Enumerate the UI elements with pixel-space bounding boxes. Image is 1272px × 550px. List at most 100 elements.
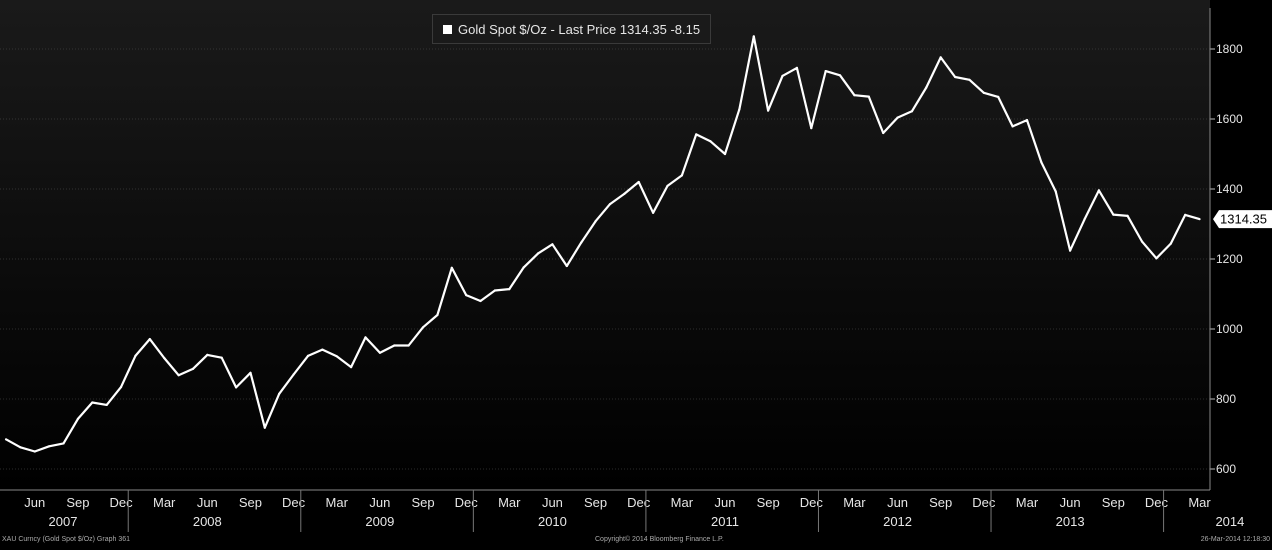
price-point bbox=[551, 243, 554, 246]
price-point bbox=[263, 426, 266, 429]
x-month-label: Dec bbox=[455, 495, 479, 510]
price-point bbox=[1126, 214, 1129, 217]
footer-timestamp: 26-Mar-2014 12:18:30 bbox=[1200, 536, 1270, 543]
x-month-label: Mar bbox=[153, 495, 176, 510]
footer-ticker: XAU Curncy (Gold Spot $/Oz) Graph 361 bbox=[2, 536, 130, 543]
price-point bbox=[393, 344, 396, 347]
price-point bbox=[982, 91, 985, 94]
x-year-label-2010: 2010 bbox=[538, 514, 567, 529]
price-point bbox=[1040, 161, 1043, 164]
x-month-label: Sep bbox=[1102, 495, 1125, 510]
price-point bbox=[91, 401, 94, 404]
price-point bbox=[1169, 242, 1172, 245]
y-tick-label-600: 600 bbox=[1216, 462, 1236, 476]
x-month-label: Sep bbox=[757, 495, 780, 510]
x-month-label: Dec bbox=[109, 495, 133, 510]
price-point bbox=[350, 366, 353, 369]
price-point bbox=[925, 86, 928, 89]
price-point bbox=[594, 220, 597, 223]
footer-copyright: Copyright© 2014 Bloomberg Finance L.P. bbox=[595, 536, 724, 543]
x-year-label-2012: 2012 bbox=[883, 514, 912, 529]
price-point bbox=[1184, 213, 1187, 216]
price-point bbox=[421, 326, 425, 329]
x-month-label: Sep bbox=[584, 495, 607, 510]
price-point bbox=[508, 288, 511, 291]
last-price-tag-group: 1314.35 bbox=[1213, 210, 1272, 229]
price-point bbox=[378, 351, 381, 354]
legend-swatch-icon bbox=[443, 24, 452, 34]
price-point bbox=[954, 75, 957, 79]
x-month-label: Dec bbox=[282, 495, 306, 510]
x-month-label: Jun bbox=[542, 495, 563, 510]
price-point bbox=[48, 445, 51, 448]
price-point bbox=[206, 353, 209, 356]
y-tick-label-1000: 1000 bbox=[1216, 322, 1243, 336]
price-point bbox=[292, 373, 295, 376]
price-point bbox=[148, 338, 151, 341]
price-point bbox=[450, 266, 453, 269]
price-point bbox=[537, 252, 540, 255]
price-point bbox=[335, 355, 338, 358]
x-month-label: Sep bbox=[411, 495, 434, 510]
y-tick-label-1200: 1200 bbox=[1216, 252, 1243, 266]
x-axis: Jun Sep Dec Mar Jun Sep Dec Mar Jun Sep Dec Mar Jun S… bbox=[0, 489, 1244, 532]
price-point bbox=[235, 386, 238, 389]
y-tick-label-800: 800 bbox=[1216, 392, 1236, 406]
x-month-label: Jun bbox=[887, 495, 908, 510]
price-point bbox=[19, 446, 22, 449]
price-point bbox=[1198, 218, 1201, 221]
price-point bbox=[652, 211, 655, 214]
y-tick-label-1400: 1400 bbox=[1216, 182, 1243, 196]
price-point bbox=[709, 140, 712, 143]
price-point bbox=[1112, 213, 1115, 216]
x-year-label-2013: 2013 bbox=[1056, 514, 1085, 529]
price-point bbox=[580, 241, 583, 244]
price-point bbox=[867, 95, 870, 98]
price-point bbox=[436, 313, 439, 317]
price-point bbox=[565, 264, 568, 268]
y-tick-label-1600: 1600 bbox=[1216, 112, 1243, 126]
price-point bbox=[220, 356, 223, 359]
x-month-label: Mar bbox=[1016, 495, 1039, 510]
price-point bbox=[479, 299, 482, 303]
price-point bbox=[997, 95, 1000, 98]
legend-label: Gold Spot $/Oz - Last Price 1314.35 -8.1… bbox=[458, 21, 701, 37]
x-month-label: Dec bbox=[1145, 495, 1169, 510]
y-axis: 600 800 1000 1200 1400 1600 1800 bbox=[1209, 8, 1243, 490]
price-point bbox=[306, 354, 310, 357]
price-point bbox=[939, 56, 942, 59]
x-year-label-2008: 2008 bbox=[193, 514, 222, 529]
price-point bbox=[62, 442, 65, 445]
price-point bbox=[824, 70, 827, 73]
price-point bbox=[781, 74, 784, 77]
price-point bbox=[465, 294, 468, 297]
price-point bbox=[1069, 249, 1072, 252]
price-point bbox=[1097, 189, 1100, 192]
last-price-tag: 1314.35 bbox=[1220, 212, 1267, 227]
price-point bbox=[853, 94, 856, 97]
price-point bbox=[1140, 240, 1144, 243]
price-point bbox=[608, 203, 612, 206]
price-point bbox=[882, 131, 885, 135]
price-line bbox=[5, 35, 1200, 453]
price-point bbox=[407, 344, 410, 347]
price-point bbox=[493, 289, 496, 292]
x-month-label: Jun bbox=[1060, 495, 1081, 510]
plot-background bbox=[0, 0, 1210, 490]
price-point bbox=[810, 127, 813, 130]
x-month-label: Dec bbox=[627, 495, 651, 510]
x-month-label: Jun bbox=[715, 495, 736, 510]
legend: Gold Spot $/Oz - Last Price 1314.35 -8.1… bbox=[432, 14, 712, 44]
price-point bbox=[1025, 119, 1029, 122]
price-point bbox=[119, 386, 123, 389]
x-month-label: Dec bbox=[800, 495, 824, 510]
price-point bbox=[249, 371, 252, 374]
last-price-tag-background bbox=[1213, 210, 1272, 229]
price-point bbox=[1083, 218, 1086, 221]
price-point bbox=[364, 336, 367, 339]
price-point bbox=[910, 110, 914, 113]
price-point bbox=[637, 180, 640, 184]
price-point bbox=[177, 374, 180, 377]
x-year-label-2009: 2009 bbox=[365, 514, 394, 529]
